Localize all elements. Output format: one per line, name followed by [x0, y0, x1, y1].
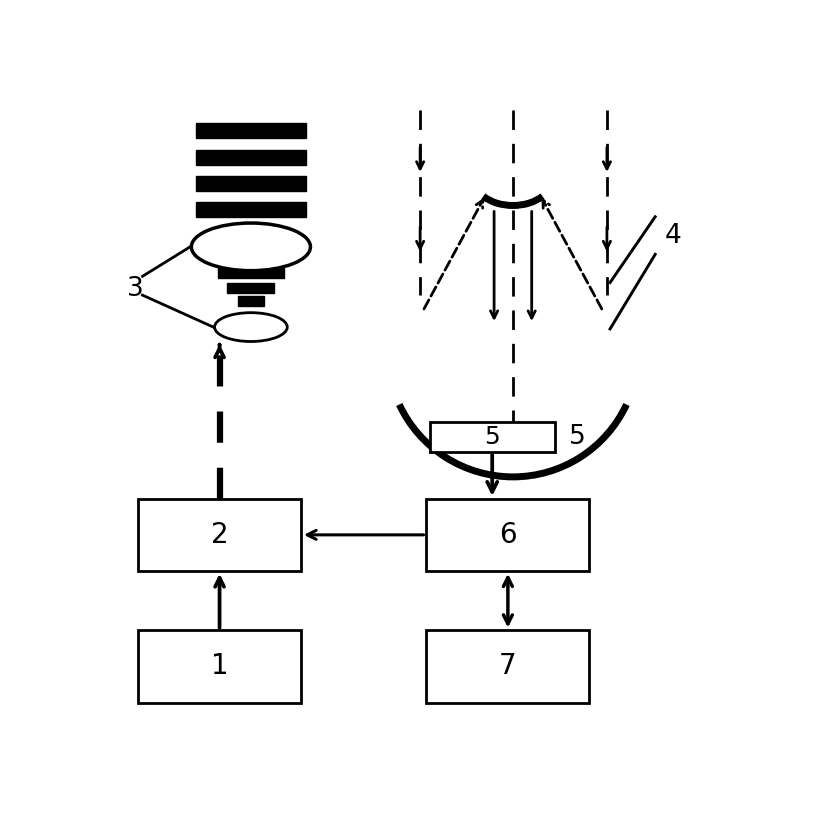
Text: 1: 1: [210, 653, 228, 681]
Text: 5: 5: [484, 425, 500, 449]
Bar: [218, 268, 284, 278]
Bar: [429, 422, 555, 452]
Bar: [426, 630, 589, 702]
Text: 3: 3: [126, 276, 143, 302]
Ellipse shape: [191, 223, 310, 271]
Bar: [138, 499, 301, 571]
Bar: [138, 630, 301, 702]
Bar: [227, 283, 275, 293]
Bar: [238, 295, 264, 306]
Bar: [426, 499, 589, 571]
Text: 2: 2: [210, 521, 228, 549]
Bar: [196, 150, 305, 164]
Text: 7: 7: [499, 653, 517, 681]
Text: 5: 5: [569, 424, 586, 450]
Text: 6: 6: [499, 521, 517, 549]
Bar: [196, 124, 305, 138]
Text: 4: 4: [665, 222, 681, 248]
Ellipse shape: [215, 313, 287, 342]
Bar: [196, 176, 305, 191]
Bar: [196, 203, 305, 217]
